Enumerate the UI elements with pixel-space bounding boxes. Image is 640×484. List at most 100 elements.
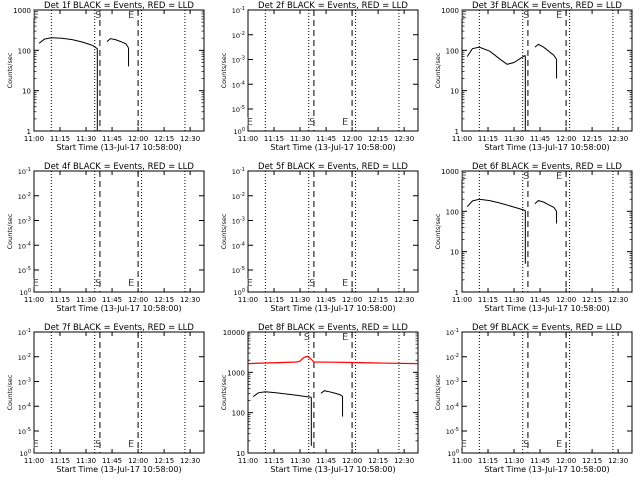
y-tick-label: 10 [236,450,245,458]
panel-det-6f: Det 6f BLACK = Events, RED = LLD Counts/s… [434,162,633,313]
x-tick-label: 11:00 [238,296,258,304]
marker-label-s: S [523,171,529,182]
y-tick-label: 100 [446,208,459,216]
plot-frame [33,9,205,132]
marker-label-e: E [33,278,39,289]
y-tick-label: 10-1 [18,167,31,176]
x-tick-label: 11:00 [238,457,258,465]
panel-title: Det 7f BLACK = Events, RED = LLD [44,323,194,333]
x-tick-label: 11:30 [76,457,96,465]
x-tick-label: 11:30 [290,457,310,465]
x-tick-label: 11:15 [264,457,284,465]
y-axis-label: Counts/sec [434,374,442,410]
marker-label-e: E [247,117,253,128]
plot-frame [247,170,419,293]
marker-label-s: S [95,439,101,450]
x-tick-label: 12:30 [180,296,200,304]
events-curve [106,38,129,49]
panel-title: Det 3f BLACK = Events, RED = LLD [472,1,622,11]
x-axis-label: Start Time (13-Jul-17 10:58:00) [484,304,609,313]
x-tick-label: 12:00 [556,135,576,143]
events-curve [466,198,526,211]
panel-title: Det 4f BLACK = Events, RED = LLD [44,162,194,172]
y-axis-label: Counts/sec [220,374,228,410]
y-tick-label: 1 [27,128,31,136]
events-curve [466,46,526,65]
marker-label-s: S [304,332,310,343]
marker-label-e: E [461,10,467,21]
x-axis-label: Start Time (13-Jul-17 10:58:00) [56,143,181,152]
marker-label-s: S [523,439,529,450]
x-axis-label: Start Time (13-Jul-17 10:58:00) [270,143,395,152]
x-tick-label: 12:30 [608,135,628,143]
marker-label-e: E [33,439,39,450]
x-tick-label: 11:30 [76,296,96,304]
x-axis-label: Start Time (13-Jul-17 10:58:00) [270,465,395,474]
marker-label-s: S [523,10,529,21]
x-tick-label: 12:00 [128,457,148,465]
x-tick-label: 12:30 [394,135,414,143]
panel-det-3f: Det 3f BLACK = Events, RED = LLD Counts/s… [434,1,633,152]
x-tick-label: 11:15 [478,296,498,304]
x-axis-label: Start Time (13-Jul-17 10:58:00) [484,465,609,474]
y-tick-label: 100 [20,449,31,458]
x-tick-label: 11:00 [24,457,44,465]
x-tick-label: 11:00 [452,296,472,304]
x-tick-label: 12:30 [608,457,628,465]
x-tick-label: 12:15 [154,296,174,304]
marker-label-e: E [556,10,562,21]
y-tick-label: 100 [234,288,245,297]
marker-label-e: E [556,439,562,450]
y-tick-label: 1000 [441,7,459,15]
marker-label-s: S [309,117,315,128]
x-tick-label: 12:00 [342,135,362,143]
panel-det-4f: Det 4f BLACK = Events, RED = LLD Counts/s… [6,162,205,313]
panel-title: Det 2f BLACK = Events, RED = LLD [258,1,408,11]
y-tick-label: 100 [18,47,31,55]
x-tick-label: 11:30 [76,135,96,143]
x-tick-label: 12:00 [342,457,362,465]
x-tick-label: 11:45 [102,296,122,304]
marker-label-e: E [461,439,467,450]
panel-det-9f: Det 9f BLACK = Events, RED = LLD Counts/s… [434,323,633,474]
marker-label-e: E [342,332,348,343]
y-tick-label: 10-5 [18,427,31,436]
y-tick-label: 10-3 [18,217,31,226]
x-tick-label: 12:30 [394,457,414,465]
x-tick-label: 11:00 [24,296,44,304]
y-tick-label: 10-2 [232,31,245,40]
y-tick-label: 10-2 [18,192,31,201]
lld-curve [247,355,419,365]
x-tick-label: 12:00 [128,296,148,304]
x-tick-label: 12:15 [582,457,602,465]
x-tick-label: 11:15 [50,135,70,143]
plot-frame [247,331,419,454]
plot-frame [33,331,205,454]
panel-det-1f: Det 1f BLACK = Events, RED = LLD Counts/s… [6,1,205,152]
y-axis-label: Counts/sec [220,52,228,88]
x-tick-label: 11:15 [478,135,498,143]
y-tick-label: 10-2 [446,353,459,362]
x-tick-label: 11:45 [316,457,336,465]
marker-label-e: E [342,117,348,128]
x-tick-label: 11:45 [102,135,122,143]
x-tick-label: 12:15 [368,135,388,143]
panel-title: Det 5f BLACK = Events, RED = LLD [258,162,408,172]
y-tick-label: 1000 [441,168,459,176]
events-curve [252,391,312,398]
panel-title: Det 8f BLACK = Events, RED = LLD [258,323,408,333]
x-tick-label: 11:45 [530,135,550,143]
x-tick-label: 12:15 [154,457,174,465]
plot-frame [461,331,633,454]
x-axis-label: Start Time (13-Jul-17 10:58:00) [270,304,395,313]
x-tick-label: 12:00 [128,135,148,143]
y-tick-label: 10-3 [232,56,245,65]
y-axis-label: Counts/sec [220,213,228,249]
x-tick-label: 12:00 [342,296,362,304]
x-tick-label: 12:15 [582,296,602,304]
x-tick-label: 11:45 [316,296,336,304]
panel-det-8f: Det 8f BLACK = Events, RED = LLD Counts/s… [220,323,419,474]
y-tick-label: 10-1 [232,6,245,15]
marker-label-e: E [128,439,134,450]
